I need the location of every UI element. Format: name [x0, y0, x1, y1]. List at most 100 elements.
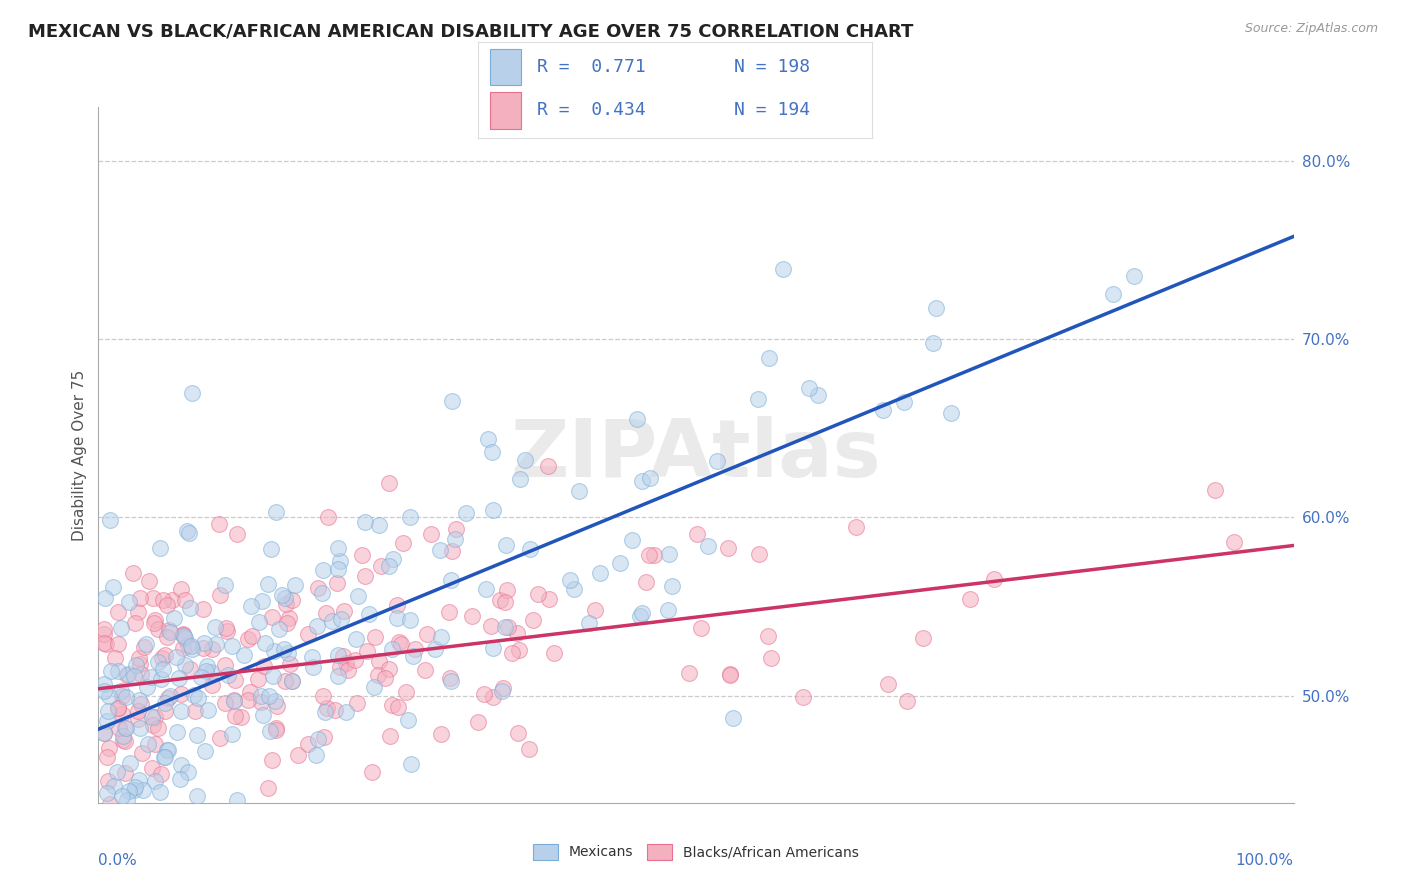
Point [527, 587, 550, 601]
Point [197, 703, 219, 717]
Point [312, 730, 335, 744]
Point [508, 643, 530, 657]
Point [568, 483, 591, 498]
Point [983, 572, 1005, 586]
Point [183, 688, 205, 702]
Point [174, 631, 197, 645]
Point [98, 689, 121, 703]
Point [402, 648, 425, 663]
Point [578, 616, 600, 631]
Point [259, 690, 281, 704]
Point [93, 726, 115, 740]
Point [118, 756, 141, 771]
Point [439, 605, 461, 619]
Point [104, 651, 127, 665]
Point [222, 694, 245, 708]
Point [193, 602, 215, 616]
Point [222, 692, 245, 706]
Point [107, 605, 129, 619]
Point [240, 599, 263, 613]
Point [238, 692, 260, 706]
Point [153, 696, 176, 710]
Point [107, 637, 129, 651]
Point [381, 551, 404, 566]
Point [229, 710, 252, 724]
Point [98, 804, 121, 818]
Point [138, 574, 160, 589]
Point [444, 532, 467, 546]
Point [367, 668, 389, 682]
Point [93, 726, 115, 740]
Point [925, 301, 948, 315]
Legend: Mexicans, Blacks/African Americans: Mexicans, Blacks/African Americans [527, 838, 865, 865]
Point [517, 742, 540, 756]
Point [415, 626, 437, 640]
Point [107, 700, 129, 714]
Point [156, 598, 179, 612]
Point [368, 518, 391, 533]
Point [170, 704, 193, 718]
Point [399, 509, 422, 524]
Point [136, 826, 159, 840]
Point [488, 592, 510, 607]
Point [477, 432, 499, 446]
Point [429, 727, 451, 741]
Point [124, 783, 146, 797]
Point [186, 789, 208, 804]
Point [266, 723, 288, 738]
Point [193, 636, 215, 650]
Point [107, 665, 129, 679]
Point [127, 704, 149, 718]
Point [131, 746, 153, 760]
Point [93, 627, 115, 641]
Point [686, 526, 709, 541]
Point [519, 541, 541, 556]
Point [631, 606, 654, 620]
Point [153, 750, 176, 764]
Point [361, 765, 384, 780]
Point [134, 640, 156, 655]
Point [689, 621, 711, 635]
Point [807, 388, 830, 402]
Point [440, 573, 463, 587]
Point [93, 677, 115, 691]
Point [323, 703, 346, 717]
Point [347, 589, 370, 603]
Point [124, 820, 146, 834]
Point [103, 813, 125, 827]
Point [152, 662, 174, 676]
Point [215, 621, 238, 635]
Point [314, 705, 336, 719]
Point [149, 785, 172, 799]
Point [256, 781, 278, 796]
Point [620, 533, 643, 548]
Point [224, 673, 246, 688]
Point [217, 668, 239, 682]
Point [225, 527, 247, 541]
Point [111, 733, 134, 747]
Point [150, 805, 173, 819]
Point [329, 660, 352, 674]
Point [264, 505, 287, 519]
Point [305, 619, 328, 633]
Point [128, 591, 150, 605]
Point [247, 615, 270, 629]
Point [134, 811, 156, 825]
Point [515, 453, 537, 467]
Point [328, 562, 350, 576]
Point [495, 538, 517, 552]
Point [441, 393, 464, 408]
Point [441, 544, 464, 558]
Point [107, 700, 129, 714]
Point [170, 758, 193, 772]
Point [658, 547, 681, 561]
Point [772, 261, 794, 276]
Point [180, 639, 202, 653]
Point [761, 651, 783, 665]
Point [315, 606, 337, 620]
Point [363, 680, 385, 694]
Point [93, 809, 115, 823]
Point [129, 721, 152, 735]
Point [100, 797, 122, 811]
Point [505, 825, 527, 839]
